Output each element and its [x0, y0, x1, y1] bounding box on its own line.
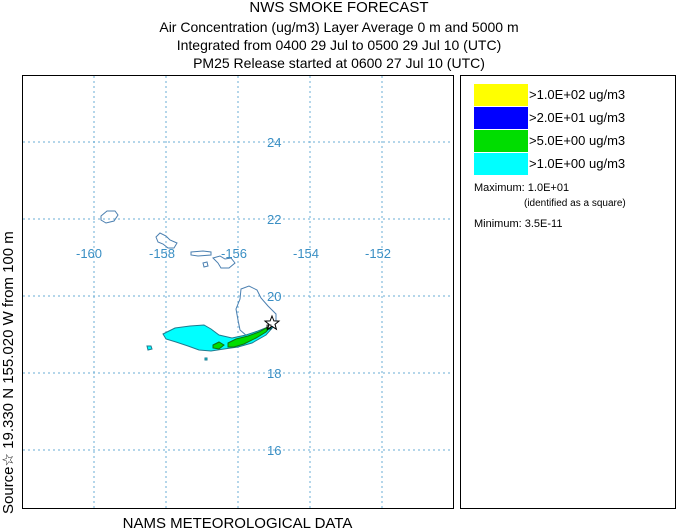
forecast-title: NWS SMOKE FORECAST [249, 0, 429, 16]
legend-label-green: >5.0E+00 ug/m3 [529, 133, 626, 148]
minimum-stat: Minimum: 3.5E-11 [474, 218, 562, 230]
island-molokai [190, 250, 212, 257]
legend-label-cyan: >1.0E+00 ug/m3 [529, 156, 626, 171]
lat-label-16: 16 [267, 443, 281, 458]
lat-label-18: 18 [267, 366, 281, 381]
lat-label-22: 22 [267, 212, 281, 227]
legend: >1.0E+02 ug/m3 >2.0E+01 ug/m3 >5.0E+00 u… [460, 75, 676, 509]
legend-swatch-blue [474, 107, 528, 129]
legend-swatch-cyan [474, 153, 528, 175]
integration-period: Integrated from 0400 29 Jul to 0500 29 J… [176, 37, 502, 53]
lon-label-154: -154 [293, 246, 319, 261]
island-oahu [155, 232, 178, 249]
maximum-label: Maximum: [474, 182, 525, 194]
plume-cyan-speck [204, 357, 208, 361]
island-lanai [202, 261, 209, 268]
island-niihau [100, 210, 119, 224]
lon-label-158: -158 [149, 246, 175, 261]
lat-label-24: 24 [267, 135, 281, 150]
lon-label-160: -160 [76, 246, 102, 261]
plume-green-patch [212, 341, 225, 350]
maximum-value: 1.0E+01 [527, 182, 570, 194]
lon-label-152: -152 [365, 246, 391, 261]
maximum-stat: Maximum: 1.0E+01 [474, 182, 569, 194]
maximum-square-marker [266, 324, 272, 330]
graticule [23, 76, 453, 508]
island-maui [212, 255, 236, 269]
minimum-value: 3.5E-11 [524, 218, 563, 230]
legend-label-yellow: >1.0E+02 ug/m3 [529, 87, 626, 102]
plume-cyan-fragment [146, 345, 153, 351]
maximum-note: (identified as a square) [524, 198, 626, 209]
release-start: PM25 Release started at 0600 27 Jul 10 (… [193, 55, 485, 71]
legend-swatch-green [474, 130, 528, 152]
lat-label-20: 20 [267, 289, 281, 304]
legend-label-blue: >2.0E+01 ug/m3 [529, 110, 626, 125]
legend-swatch-yellow [474, 84, 528, 106]
minimum-label: Minimum: [474, 218, 522, 230]
star-icon [263, 314, 281, 331]
meteorological-data-label: NAMS METEOROLOGICAL DATA [122, 515, 353, 532]
map-border [22, 75, 454, 509]
concentration-description: Air Concentration (ug/m3) Layer Average … [159, 19, 519, 35]
lon-label-156: -156 [221, 246, 247, 261]
